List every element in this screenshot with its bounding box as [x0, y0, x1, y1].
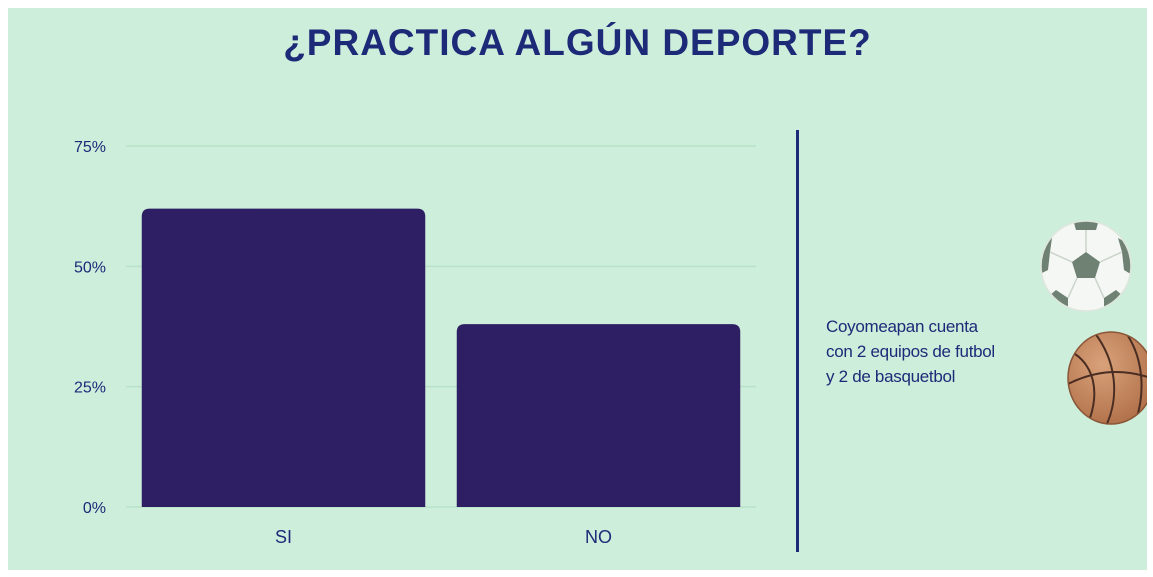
bar-si: [141, 208, 426, 507]
x-tick-label: NO: [585, 527, 612, 547]
y-tick-label: 0%: [83, 500, 106, 517]
y-tick-label: 25%: [74, 380, 106, 397]
bar-no: [456, 324, 741, 507]
infographic-panel: ¿PRACTICA ALGÚN DEPORTE? 0% 25% 50% 75% SI NO…: [8, 8, 1147, 570]
note-line-1: Coyomeapan cuenta: [826, 317, 978, 336]
note-line-2: con 2 equipos de futbol: [826, 342, 995, 361]
basketball-icon: [1067, 331, 1147, 425]
chart-title: ¿PRACTICA ALGÚN DEPORTE?: [283, 22, 872, 63]
note-line-3: y 2 de basquetbol: [826, 367, 956, 386]
sports-note: Coyomeapan cuenta con 2 equipos de futbo…: [826, 314, 1046, 389]
x-tick-label: SI: [275, 527, 292, 547]
vertical-divider: [796, 130, 799, 552]
y-tick-label: 50%: [74, 259, 106, 276]
soccer-ball-icon: [1040, 220, 1132, 312]
y-tick-label: 75%: [74, 139, 106, 156]
bar-chart: 0% 25% 50% 75% SI NO: [74, 139, 756, 547]
